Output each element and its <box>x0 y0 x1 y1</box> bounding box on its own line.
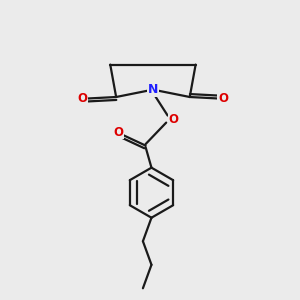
Text: N: N <box>148 83 158 96</box>
Text: O: O <box>78 92 88 105</box>
Text: O: O <box>218 92 228 105</box>
Text: O: O <box>113 126 123 139</box>
Text: O: O <box>169 112 178 126</box>
